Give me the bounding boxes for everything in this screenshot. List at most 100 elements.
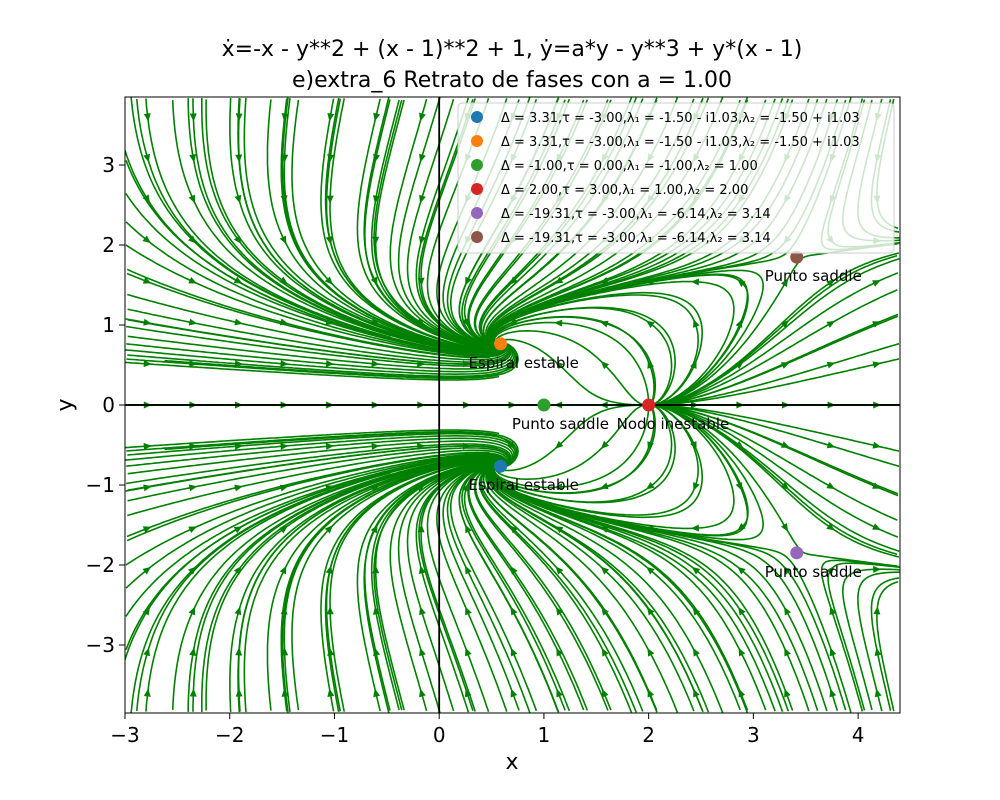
legend: Δ = 3.31,τ = -3.00,λ₁ = -1.50 - i1.03,λ₂…	[457, 102, 895, 254]
stream-arrow	[693, 647, 700, 657]
stream-arrow	[600, 566, 610, 575]
stream-arrow	[826, 320, 836, 328]
stream-arrow	[325, 318, 334, 326]
stream-arrow	[872, 482, 881, 489]
stream-arrow	[826, 441, 836, 449]
stream-arrow	[371, 360, 380, 368]
stream-arrow	[556, 688, 563, 698]
stream-arrow	[418, 235, 426, 245]
stream-arrow	[233, 276, 243, 284]
stream-arrow	[142, 194, 150, 204]
stream-arrow	[281, 154, 289, 163]
y-tick-label: 1	[102, 313, 115, 337]
stream-arrow	[188, 235, 197, 244]
stream-arrow	[780, 278, 789, 288]
stream-arrow	[692, 607, 701, 616]
x-tick-label: 3	[747, 723, 760, 747]
stream-arrow	[419, 112, 426, 122]
stream-arrow	[373, 688, 381, 698]
equilibrium-point	[494, 459, 508, 473]
stream-arrow	[418, 565, 426, 575]
stream-arrow	[737, 279, 746, 288]
streamline	[125, 453, 508, 566]
streamline	[125, 361, 500, 381]
streamline	[489, 467, 749, 711]
stream-arrow	[189, 647, 197, 656]
stream-arrow	[601, 647, 609, 657]
legend-entry: Δ = -1.00,τ = 0.00,λ₁ = -1.00,λ₂ = 1.00	[501, 159, 758, 174]
stream-arrow	[826, 279, 835, 287]
stream-arrow	[510, 688, 518, 698]
stream-arrow	[783, 566, 792, 575]
x-tick-label: 4	[852, 723, 865, 747]
legend-marker	[471, 207, 483, 219]
stream-arrow	[370, 485, 380, 492]
stream-arrow	[327, 154, 335, 163]
stream-arrow	[693, 688, 700, 698]
legend-marker	[471, 111, 483, 123]
stream-arrow	[647, 441, 654, 450]
stream-arrow	[189, 688, 197, 697]
stream-arrow	[234, 484, 243, 492]
stream-arrow	[327, 112, 335, 122]
chart-title-line1: ẋ=-x - y**2 + (x - 1)**2 + 1, ẏ=a*y - y*…	[222, 37, 803, 62]
equilibrium-point	[494, 337, 508, 351]
stream-arrow	[555, 566, 564, 575]
legend-marker	[471, 183, 483, 195]
y-tick-label: 2	[102, 233, 115, 257]
stream-arrow	[510, 647, 518, 657]
streamline	[545, 503, 852, 713]
stream-arrow	[873, 565, 882, 573]
stream-arrow	[188, 276, 198, 284]
stream-arrow	[874, 688, 882, 698]
streamline	[841, 568, 900, 711]
stream-arrow	[234, 606, 242, 616]
stream-arrow	[784, 647, 791, 657]
streamline	[356, 98, 506, 350]
stream-arrow	[784, 688, 791, 698]
streamline	[820, 559, 899, 712]
streamline	[172, 456, 494, 710]
stream-arrow	[462, 317, 469, 327]
stream-arrow	[188, 194, 196, 204]
stream-arrow	[464, 688, 472, 698]
stream-arrow	[142, 606, 150, 616]
stream-arrow	[507, 360, 515, 370]
stream-arrow	[872, 361, 882, 369]
stream-arrow	[738, 606, 746, 616]
x-tick-label: −1	[320, 723, 349, 747]
streamline	[389, 98, 505, 349]
stream-arrow	[462, 483, 469, 493]
stream-arrow	[784, 606, 792, 616]
stream-arrow	[371, 442, 380, 450]
stream-arrow	[143, 688, 151, 697]
stream-arrow	[510, 606, 518, 616]
streamline	[125, 454, 477, 589]
y-tick-label: −1	[86, 473, 115, 497]
streamline	[145, 98, 391, 338]
stream-arrow	[372, 565, 380, 574]
stream-arrow	[646, 320, 655, 329]
stream-arrow	[690, 441, 697, 450]
stream-arrow	[602, 688, 609, 698]
legend-box	[457, 102, 895, 254]
stream-arrow	[279, 235, 287, 245]
legend-marker	[471, 231, 483, 243]
streamline	[876, 580, 899, 712]
stream-arrow	[419, 647, 426, 657]
stream-arrow	[465, 606, 472, 616]
stream-arrow	[691, 566, 701, 575]
legend-entry: Δ = 3.31,τ = -3.00,λ₁ = -1.50 - i1.03,λ₂…	[501, 111, 860, 126]
stream-arrow	[279, 484, 289, 492]
legend-entry: Δ = -19.31,τ = -3.00,λ₁ = -6.14,λ₂ = 3.1…	[501, 207, 771, 222]
stream-arrow	[735, 482, 743, 491]
stream-arrow	[509, 525, 518, 534]
stream-arrow	[279, 525, 288, 534]
y-ticks: −3 −2 −1 0 1 2 3	[86, 153, 125, 657]
stream-arrow	[874, 647, 882, 657]
stream-arrow	[189, 113, 197, 122]
equilibrium-label: Punto saddle	[765, 267, 862, 285]
stream-arrow	[555, 606, 564, 616]
stream-arrow	[419, 153, 426, 163]
